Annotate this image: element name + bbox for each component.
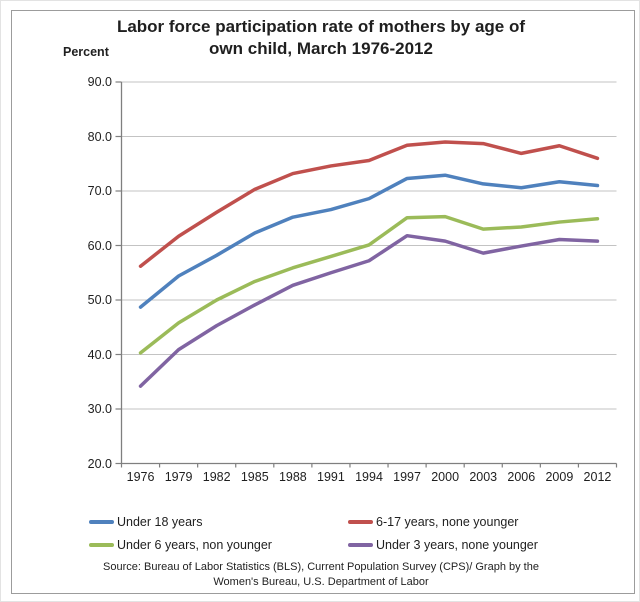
y-axis-tick-label: 40.0 xyxy=(87,347,112,362)
series-line-under-6-years-non-younger xyxy=(138,214,600,355)
x-axis-tick-label: 1985 xyxy=(240,470,269,484)
legend-swatch-icon xyxy=(348,520,373,524)
chart-title: Labor force participation rate of mother… xyxy=(1,16,639,60)
legend-label: Under 18 years xyxy=(117,515,203,529)
x-axis-tick-label: 2003 xyxy=(469,470,498,484)
source-line-2: Women's Bureau, U.S. Department of Labor xyxy=(213,575,429,588)
source-line-1: Source: Bureau of Labor Statistics (BLS)… xyxy=(103,561,539,573)
y-axis-tick-label: 70.0 xyxy=(87,184,112,198)
chart-frame xyxy=(11,10,635,594)
legend-item-6-17-years-none-younger: 6-17 years, none younger xyxy=(348,514,518,530)
x-axis-tick-label: 1982 xyxy=(202,470,231,484)
x-axis-tick-label: 1991 xyxy=(317,470,345,484)
y-axis-tick-label: 60.0 xyxy=(87,238,112,253)
legend-swatch-icon xyxy=(348,543,373,547)
x-axis-tick-label: 2000 xyxy=(431,470,460,484)
x-axis-tick-label: 2006 xyxy=(507,470,536,484)
legend-label: 6-17 years, none younger xyxy=(376,515,519,529)
series-line-under-18-years xyxy=(138,173,600,309)
y-axis-tick-label: 20.0 xyxy=(87,456,112,471)
legend-swatch-icon xyxy=(89,520,114,524)
y-axis-tick-label: 80.0 xyxy=(87,129,112,144)
x-axis-tick-label: 1988 xyxy=(278,470,307,484)
x-axis-tick-label: 2012 xyxy=(583,470,612,484)
x-axis-tick-label: 1976 xyxy=(126,470,155,484)
y-axis-tick-label: 30.0 xyxy=(87,402,112,416)
legend-swatch-icon xyxy=(89,543,114,547)
y-axis-tick-label: 50.0 xyxy=(87,293,112,307)
legend-label: Under 6 years, non younger xyxy=(117,538,272,552)
x-axis-tick-label: 1997 xyxy=(393,470,421,484)
y-axis-unit-label: Percent xyxy=(63,45,109,59)
series-line-6-17-years-none-younger xyxy=(138,140,600,268)
x-axis-tick-label: 2009 xyxy=(545,470,574,484)
x-axis-tick-label: 1979 xyxy=(164,470,193,484)
chart-title-line-1: Labor force participation rate of mother… xyxy=(116,17,526,36)
chart-title-line-2: own child, March 1976-2012 xyxy=(209,39,433,58)
source-note: Source: Bureau of Labor Statistics (BLS)… xyxy=(1,560,639,589)
legend-item-under-18-years: Under 18 years xyxy=(89,514,202,530)
legend-item-under-3-years-none-younger: Under 3 years, none younger xyxy=(348,537,538,553)
y-axis-tick-label: 90.0 xyxy=(87,75,112,89)
legend-item-under-6-years-non-younger: Under 6 years, non younger xyxy=(89,537,272,553)
x-axis-tick-label: 1994 xyxy=(355,470,383,484)
series-line-under-3-years-none-younger xyxy=(138,233,600,388)
legend-label: Under 3 years, none younger xyxy=(376,538,538,552)
